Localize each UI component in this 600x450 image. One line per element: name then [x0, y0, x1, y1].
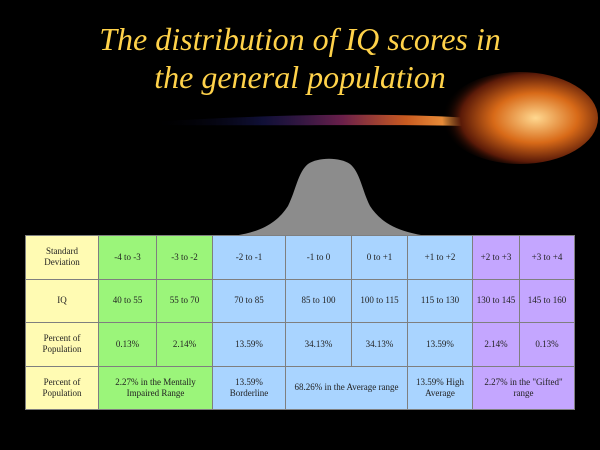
table-cell: +2 to +3: [472, 235, 520, 280]
table-cell: +1 to +2: [407, 235, 473, 280]
iq-distribution-table: Standard Deviation -4 to -3 -3 to -2 -2 …: [25, 235, 575, 410]
table-cell: 145 to 160: [519, 278, 575, 323]
row-header: Percent of Population: [25, 365, 99, 410]
slide-title: The distribution of IQ scores in the gen…: [0, 20, 600, 96]
table-cell: 13.59%: [407, 322, 473, 367]
group-cell-gifted: 2.27% in the "Gifted" range: [472, 365, 575, 410]
table-row: Percent of Population 2.27% in the Menta…: [25, 365, 575, 410]
group-cell-average: 68.26% in the Average range: [285, 365, 408, 410]
table-cell: 100 to 115: [351, 278, 408, 323]
table-row: Standard Deviation -4 to -3 -3 to -2 -2 …: [25, 235, 575, 280]
table-cell: 70 to 85: [212, 278, 286, 323]
table-cell: 85 to 100: [285, 278, 352, 323]
table-cell: 2.14%: [156, 322, 213, 367]
table-cell: 55 to 70: [156, 278, 213, 323]
title-line-1: The distribution of IQ scores in: [99, 21, 501, 57]
title-line-2: the general population: [154, 59, 446, 95]
row-header: Standard Deviation: [25, 235, 99, 280]
group-cell-high-average: 13.59% High Average: [407, 365, 473, 410]
row-header: IQ: [25, 278, 99, 323]
table-cell: -1 to 0: [285, 235, 352, 280]
table-cell: 13.59%: [212, 322, 286, 367]
row-header: Percent of Population: [25, 322, 99, 367]
table-cell: 115 to 130: [407, 278, 473, 323]
table-cell: -2 to -1: [212, 235, 286, 280]
table-cell: 2.14%: [472, 322, 520, 367]
table-cell: -3 to -2: [156, 235, 213, 280]
table-row: IQ 40 to 55 55 to 70 70 to 85 85 to 100 …: [25, 278, 575, 323]
table-cell: 0.13%: [98, 322, 157, 367]
table-cell: -4 to -3: [98, 235, 157, 280]
table-cell: 130 to 145: [472, 278, 520, 323]
group-cell-mentally-impaired: 2.27% in the Mentally Impaired Range: [98, 365, 213, 410]
table-cell: 34.13%: [285, 322, 352, 367]
table-cell: +3 to +4: [519, 235, 575, 280]
table-cell: 0 to +1: [351, 235, 408, 280]
table-cell: 34.13%: [351, 322, 408, 367]
table-cell: 0.13%: [519, 322, 575, 367]
table-row: Percent of Population 0.13% 2.14% 13.59%…: [25, 322, 575, 367]
group-cell-borderline: 13.59% Borderline: [212, 365, 286, 410]
table-cell: 40 to 55: [98, 278, 157, 323]
bell-curve-shape: [210, 158, 452, 238]
